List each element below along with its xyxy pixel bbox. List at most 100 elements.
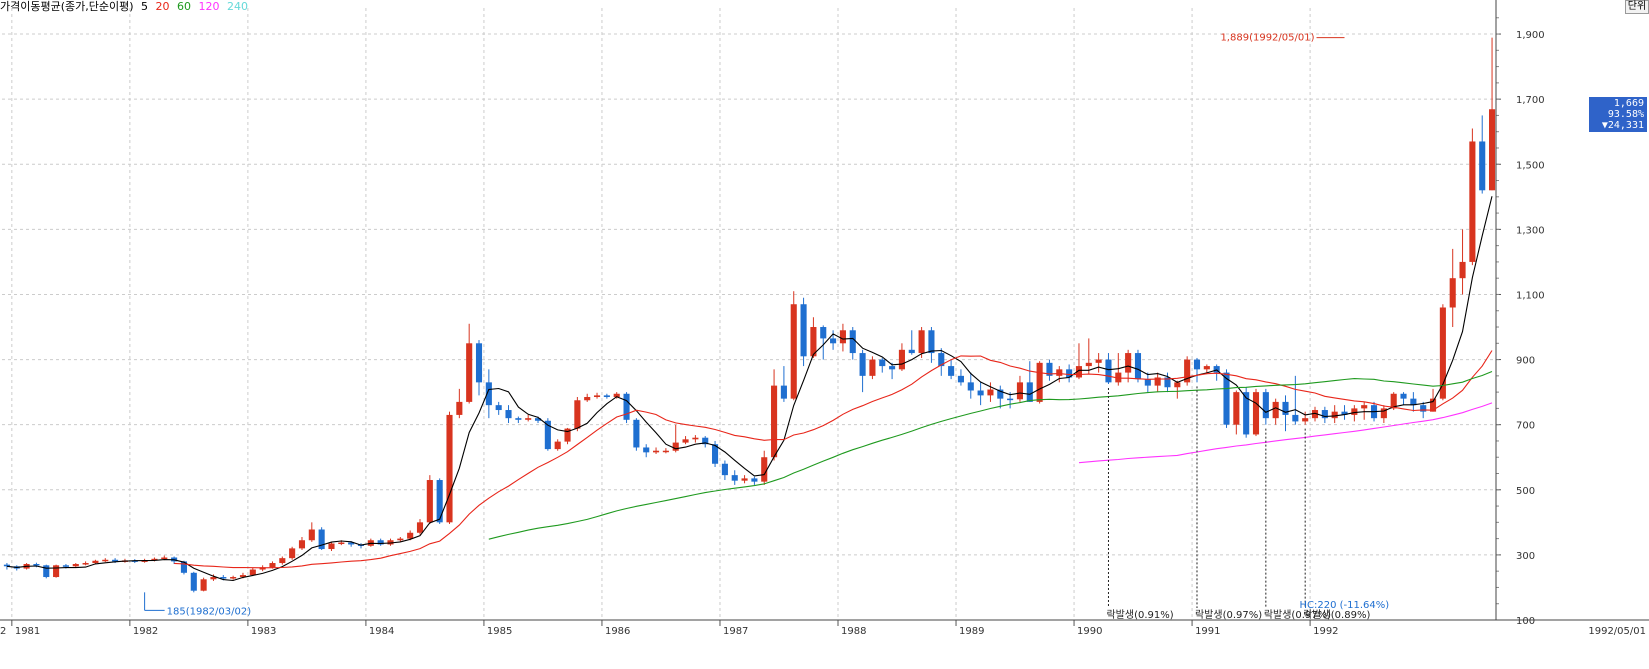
candle-body bbox=[1331, 411, 1338, 419]
candle-body bbox=[1429, 398, 1437, 412]
candle-body bbox=[190, 572, 197, 591]
y-tick-label: 1,900 bbox=[1516, 30, 1545, 41]
unit-button[interactable]: 단위 bbox=[1625, 0, 1649, 14]
candle-body bbox=[918, 330, 925, 354]
candle-body bbox=[338, 542, 345, 545]
candle-body bbox=[180, 561, 188, 573]
candle-body bbox=[377, 540, 384, 545]
candle-body bbox=[1282, 401, 1289, 415]
candle-body bbox=[839, 330, 846, 344]
candle-body bbox=[446, 414, 453, 523]
candle-body bbox=[898, 349, 905, 370]
candle-body bbox=[1066, 369, 1073, 378]
candle-body bbox=[515, 418, 522, 420]
candle-body bbox=[1380, 408, 1387, 419]
candle-body bbox=[1262, 392, 1269, 419]
candle-body bbox=[1252, 392, 1260, 435]
candle-body bbox=[151, 558, 158, 561]
change-value: ▼24,331 bbox=[1601, 120, 1644, 131]
candle-body bbox=[466, 343, 473, 402]
candle-body bbox=[859, 353, 866, 376]
candle-body bbox=[623, 393, 630, 420]
candle-body bbox=[800, 304, 807, 357]
candle-body bbox=[525, 418, 532, 420]
y-tick-label: 1,100 bbox=[1516, 290, 1545, 301]
candle-body bbox=[643, 447, 650, 453]
ma60-line bbox=[488, 370, 1493, 540]
candle-body bbox=[72, 564, 79, 567]
x-tick-label: 1988 bbox=[841, 626, 866, 637]
candle-body bbox=[908, 349, 915, 354]
ma-legend: 가격이동평균(종가,단순이평) 5 20 60 120 240 bbox=[0, 0, 252, 13]
x-tick-label: 1983 bbox=[251, 626, 276, 637]
candle-body bbox=[279, 558, 286, 564]
candle-body bbox=[210, 577, 217, 580]
candle-body bbox=[495, 405, 502, 411]
candle-body bbox=[505, 410, 512, 419]
candle-body bbox=[712, 444, 719, 464]
legend-period-120: 120 bbox=[198, 0, 220, 13]
candle-body bbox=[1449, 278, 1456, 308]
annotations: 1,889(1992/05/01) 185(1982/03/02) 락발생(0.91… bbox=[144, 33, 1390, 621]
candle-body bbox=[830, 338, 837, 344]
candle-body bbox=[1184, 359, 1191, 383]
candle-body bbox=[1341, 411, 1348, 415]
candle-body bbox=[1016, 382, 1024, 400]
current-price: 1,669 bbox=[1613, 98, 1644, 109]
candle-body bbox=[416, 522, 424, 533]
candle-body bbox=[1203, 366, 1210, 370]
candle-body bbox=[682, 439, 689, 443]
y-tick-label: 500 bbox=[1516, 486, 1535, 497]
event-label: 락발생(0.97%) bbox=[1264, 609, 1331, 621]
x-tick-label: 1985 bbox=[487, 626, 512, 637]
x-tick-label: 1984 bbox=[369, 626, 394, 637]
note-label: HC:220 (-11.64%) bbox=[1300, 600, 1390, 611]
candle-body bbox=[436, 480, 443, 523]
candle-body bbox=[702, 437, 709, 445]
candle-body bbox=[1361, 405, 1368, 409]
candle-body bbox=[948, 366, 955, 376]
legend-period-60: 60 bbox=[177, 0, 192, 13]
candle-body bbox=[426, 480, 433, 523]
x-tick-label: 1986 bbox=[605, 626, 630, 637]
candle-body bbox=[1479, 141, 1486, 191]
candle-body bbox=[1321, 410, 1328, 419]
candle-body bbox=[584, 397, 591, 401]
x-tick-label: 1989 bbox=[959, 626, 984, 637]
x-tick-label: 1987 bbox=[723, 626, 748, 637]
candle-body bbox=[1489, 109, 1496, 191]
candle-body bbox=[1302, 418, 1309, 422]
candle-body bbox=[230, 577, 237, 579]
candle-body bbox=[1420, 405, 1427, 412]
candle-body bbox=[1095, 359, 1102, 363]
candle-body bbox=[613, 393, 620, 398]
candle-body bbox=[1439, 307, 1446, 399]
candle-body bbox=[544, 420, 551, 450]
candle-body bbox=[574, 400, 581, 429]
x-tick-label: 1982 bbox=[133, 626, 158, 637]
candle-body bbox=[672, 442, 679, 451]
candle-body bbox=[82, 563, 89, 565]
x-tick-label: 1992 bbox=[1313, 626, 1338, 637]
candle-body bbox=[1134, 353, 1142, 380]
candle-body bbox=[928, 330, 935, 354]
candle-body bbox=[564, 428, 571, 442]
y-tick-label: 700 bbox=[1516, 421, 1535, 432]
change-percent: 93.58% bbox=[1607, 109, 1644, 120]
candle-body bbox=[1469, 141, 1476, 262]
axes: 100 300 500 700 900 1,100 1,300 1,500 1,700 1,900… bbox=[0, 0, 1649, 637]
candle-body bbox=[308, 529, 315, 541]
candle-body bbox=[692, 437, 699, 440]
candle-body bbox=[790, 304, 797, 399]
candle-body bbox=[554, 441, 561, 450]
candle-body bbox=[1292, 414, 1299, 422]
candle-body bbox=[298, 540, 306, 549]
candle-body bbox=[407, 532, 414, 539]
legend-title: 가격이동평균(종가,단순이평) bbox=[0, 0, 134, 13]
candle-body bbox=[1075, 366, 1083, 378]
candle-body bbox=[1351, 408, 1358, 415]
candle-body bbox=[1400, 393, 1407, 399]
candle-body bbox=[3, 564, 10, 567]
candle-body bbox=[652, 450, 660, 453]
